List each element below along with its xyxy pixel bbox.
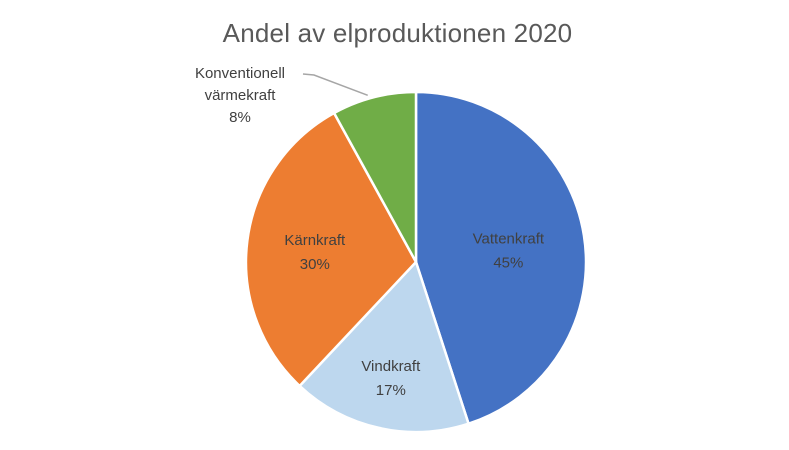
outer-name-label: Konventionell [195, 65, 285, 82]
pie-slice-kärnkraft [244, 111, 418, 388]
leader-line [302, 73, 368, 97]
slice-name-label: Kärnkraft [284, 232, 346, 249]
outer-name-label: värmekraft [205, 87, 277, 104]
slice-name-label: Vattenkraft [473, 230, 545, 247]
outer-percent-label: 8% [229, 109, 251, 126]
slice-percent-label: 17% [376, 382, 406, 399]
pie-slice-vattenkraft [414, 90, 588, 425]
chart-title: Andel av elproduktionen 2020 [222, 18, 573, 48]
pie-slice-vindkraft [298, 260, 470, 434]
slice-percent-label: 30% [300, 256, 330, 273]
slice-percent-label: 45% [493, 254, 523, 271]
slice-name-label: Vindkraft [361, 358, 421, 375]
pie-slice-konventionell-värmekraft [332, 90, 418, 264]
